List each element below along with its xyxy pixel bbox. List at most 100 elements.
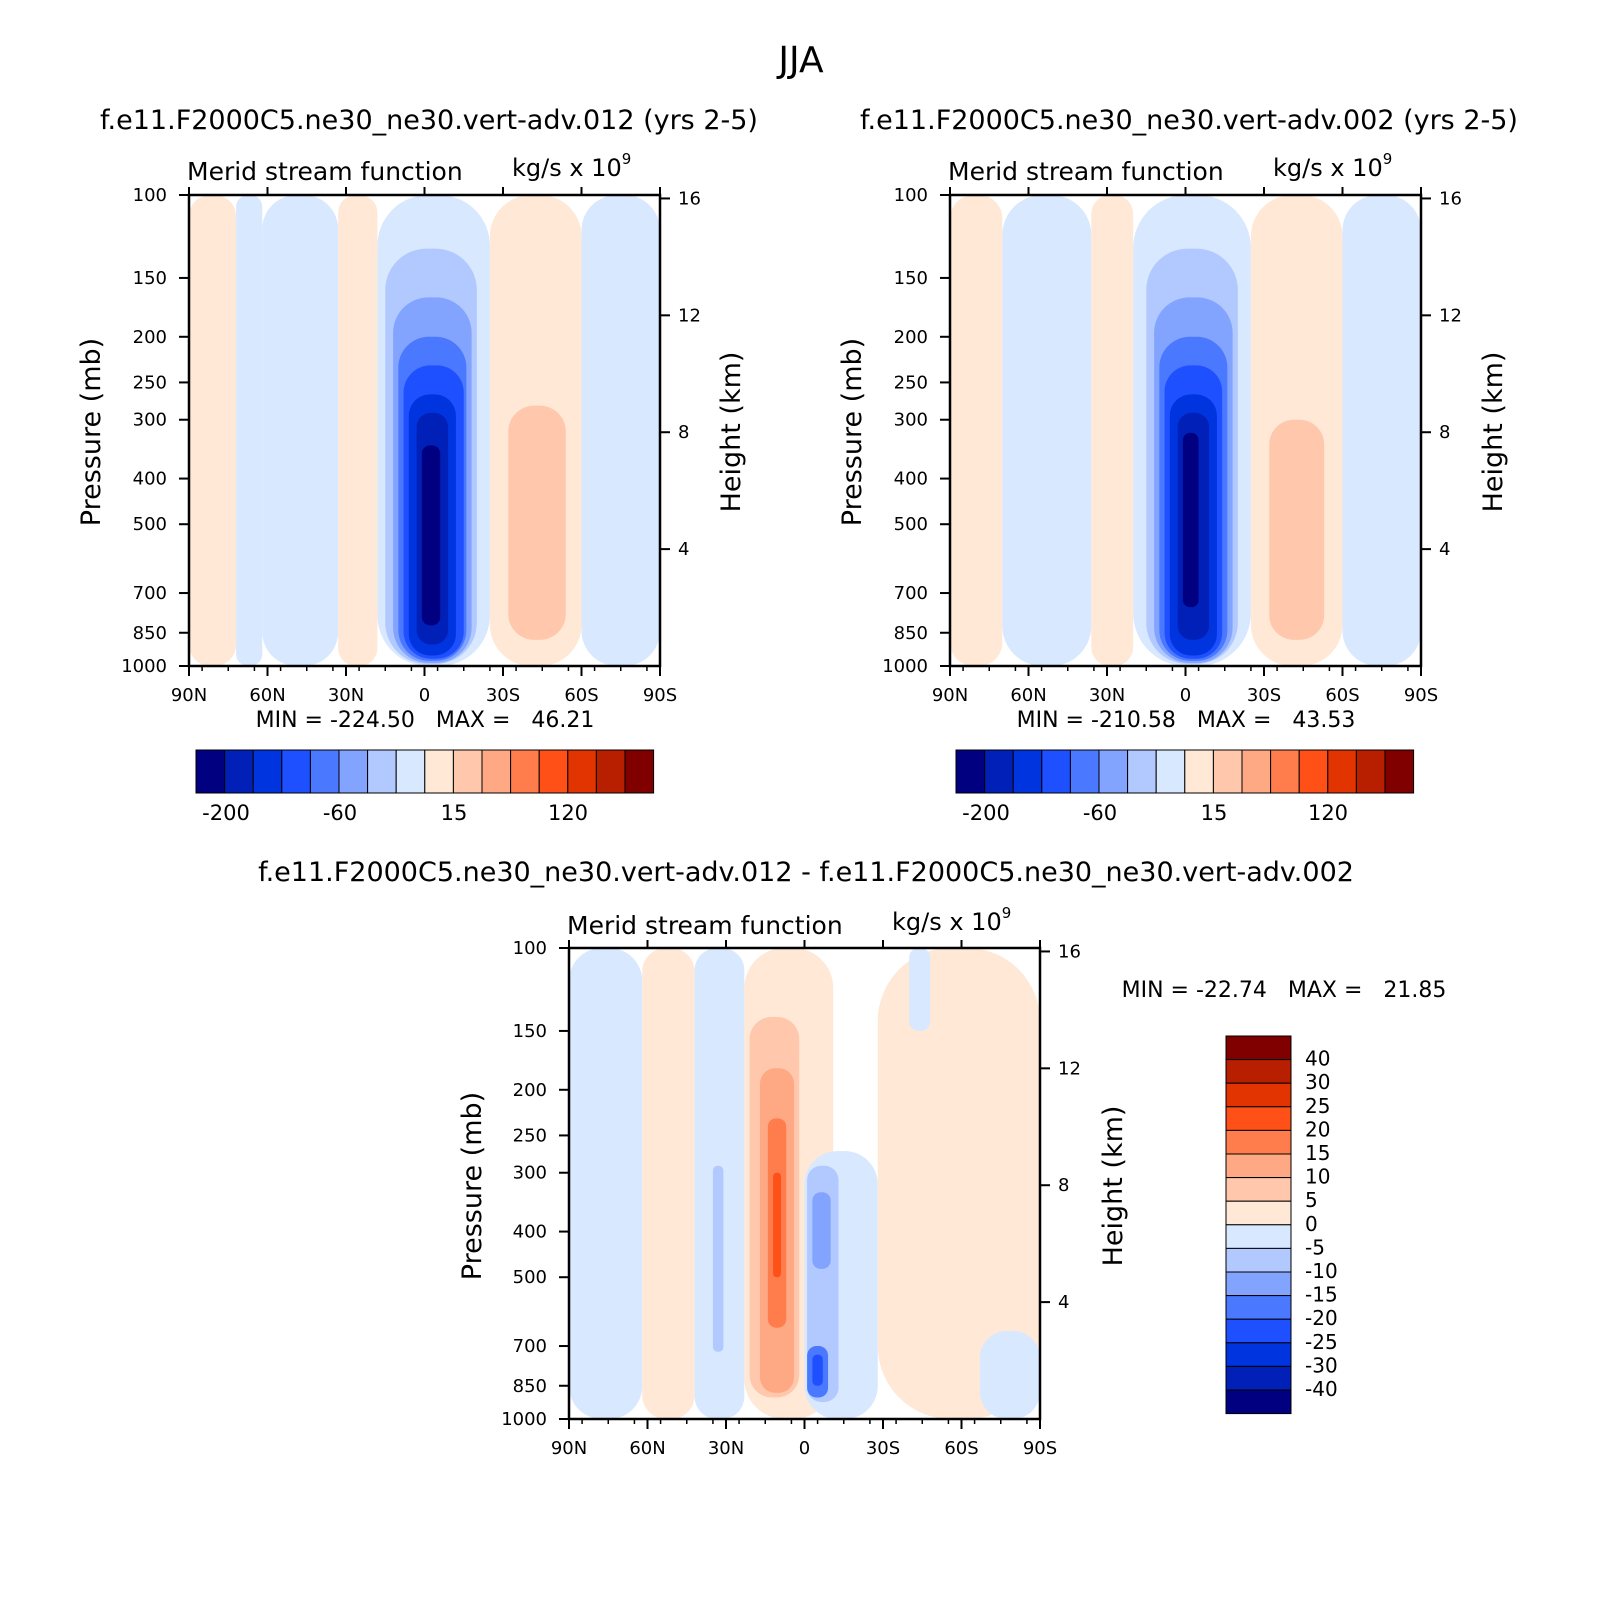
panel-diff-ytick-label: 500 bbox=[513, 1267, 547, 1288]
panel-diff-colorbar-swatch bbox=[1225, 1295, 1292, 1320]
panel-case012-minmax: MIN = -224.50 MAX = 46.21 bbox=[256, 708, 595, 733]
panel-diff-colorbar-label: 15 bbox=[1305, 1141, 1330, 1165]
panel-diff-colorbar-swatch bbox=[1225, 1035, 1292, 1061]
panel-case012-ytick-label: 200 bbox=[133, 327, 167, 348]
panel-case002-colorbar-swatch bbox=[1127, 749, 1157, 794]
panel-diff-minmax: MIN = -22.74 MAX = 21.85 bbox=[1122, 978, 1447, 1003]
panel-case002-xtick-label: 90S bbox=[1404, 685, 1438, 706]
panel-case012-colorbar-swatch bbox=[252, 749, 283, 794]
panel-case012-variable-label: Merid stream function bbox=[187, 157, 463, 186]
panel-case002-ytick-label: 100 bbox=[894, 185, 928, 206]
panel-case012-xtick-label: 90S bbox=[643, 685, 677, 706]
panel-case002-ylabel: Pressure (mb) bbox=[837, 338, 868, 526]
panel-case012-ytick-label: 700 bbox=[133, 583, 167, 604]
panel-diff-colorbar-label: -40 bbox=[1305, 1377, 1338, 1401]
panel-case002-y2tick-label: 8 bbox=[1439, 422, 1450, 443]
panel-diff-contour-region-1 bbox=[569, 948, 643, 1419]
panel-diff-ytick-label: 1000 bbox=[501, 1409, 547, 1430]
panel-case012-colorbar-swatch bbox=[567, 749, 597, 794]
panel-case012-colorbar bbox=[195, 749, 655, 794]
panel-diff-colorbar-label: 0 bbox=[1305, 1212, 1318, 1236]
panel-diff-xtick-label: 90S bbox=[1023, 1438, 1057, 1459]
panel-case012-colorbar-swatch bbox=[281, 749, 311, 794]
panel-case002-colorbar-swatch bbox=[1298, 749, 1329, 794]
panel-case002-y2label: Height (km) bbox=[1478, 352, 1509, 513]
panel-case012-contour-region-6 bbox=[346, 419, 357, 645]
panel-diff-colorbar-swatch bbox=[1225, 1224, 1292, 1249]
panel-diff-colorbar-swatch bbox=[1225, 1177, 1292, 1202]
panel-case002-contour-region-16 bbox=[1269, 419, 1325, 640]
panel-case012-colorbar-swatch bbox=[309, 749, 340, 794]
panel-diff-colorbar-label: 40 bbox=[1305, 1047, 1330, 1071]
panel-diff-ytick-label: 300 bbox=[513, 1163, 547, 1184]
panel-case002-y2tick-label: 16 bbox=[1439, 188, 1462, 209]
panel-case002-contour-region-1 bbox=[950, 195, 1003, 666]
panel-case002-y2tick-label: 12 bbox=[1439, 305, 1462, 326]
panel-diff-ytick-label: 100 bbox=[513, 938, 547, 959]
panel-diff-ytick-label: 700 bbox=[513, 1336, 547, 1357]
panel-case002-variable-label: Merid stream function bbox=[948, 157, 1224, 186]
panel-case002-colorbar-swatch bbox=[1241, 749, 1272, 794]
panel-case012-plot-area: 90N 60N 30N 0 30S 60S 90S 100 150 200 250 300 400 500… bbox=[121, 185, 701, 706]
panel-case012-colorbar-label-1: -200 bbox=[202, 801, 250, 825]
panel-case012-contour-region-1 bbox=[189, 195, 237, 666]
panel-diff-colorbar-swatch bbox=[1225, 1059, 1292, 1084]
panel-case002-minmax: MIN = -210.58 MAX = 43.53 bbox=[1017, 708, 1356, 733]
panel-case012-colorbar-label-2: -60 bbox=[323, 801, 357, 825]
panel-case012-contour-region-3 bbox=[262, 195, 339, 666]
panel-diff-xtick-label: 60N bbox=[629, 1438, 665, 1459]
panel-diff-xtick-label: 90N bbox=[551, 1438, 587, 1459]
panel-case002-xtick-label: 30S bbox=[1247, 685, 1281, 706]
figure-title: JJA bbox=[776, 40, 824, 81]
panel-case012-ytick-label: 100 bbox=[133, 185, 167, 206]
panel-case012-y2tick-label: 8 bbox=[678, 422, 689, 443]
panel-case002-ytick-label: 150 bbox=[894, 268, 928, 289]
panel-case002-ytick-label: 500 bbox=[894, 514, 928, 535]
panel-case012-xtick-label: 90N bbox=[171, 685, 207, 706]
panel-case012-colorbar-swatch bbox=[224, 749, 254, 794]
panel-diff-contour-region-2 bbox=[642, 948, 695, 1419]
panel-case002-colorbar-swatch bbox=[984, 749, 1014, 794]
panel-case002-colorbar-swatch bbox=[1184, 749, 1214, 794]
panel-case002-ytick-label: 850 bbox=[894, 623, 928, 644]
panel-diff-xtick-label: 30S bbox=[866, 1438, 900, 1459]
panel-diff-contour-region-15 bbox=[877, 948, 1040, 1419]
panel-diff-contour-region-4 bbox=[712, 1165, 724, 1352]
panel-case002-ytick-label: 300 bbox=[894, 410, 928, 431]
panel-diff-variable-label: Merid stream function bbox=[567, 911, 843, 940]
panel-case012-colorbar-swatch bbox=[395, 749, 426, 794]
panel-case012-ytick-label: 250 bbox=[133, 372, 167, 393]
panel-case002-xtick-label: 60S bbox=[1325, 685, 1359, 706]
panel-case012-xtick-label: 60N bbox=[249, 685, 285, 706]
panel-diff-colorbar-swatch bbox=[1225, 1153, 1292, 1179]
panel-diff-colorbar-swatch bbox=[1225, 1129, 1292, 1155]
panel-diff-ylabel: Pressure (mb) bbox=[457, 1092, 488, 1280]
panel-case012-colorbar-swatch bbox=[452, 749, 483, 794]
panel-case002-colorbar-swatch bbox=[1355, 749, 1386, 794]
panel-case012-xtick-label: 30N bbox=[328, 685, 364, 706]
panel-case002-ytick-label: 250 bbox=[894, 372, 928, 393]
panel-case012-colorbar-swatch bbox=[538, 749, 569, 794]
panel-case012-colorbar-swatch bbox=[367, 749, 397, 794]
panel-diff-contour-region-9 bbox=[773, 1172, 781, 1278]
panel-case012-y2tick-label: 16 bbox=[678, 188, 701, 209]
panel-case002-case-title: f.e11.F2000C5.ne30_ne30.vert-adv.002 (yr… bbox=[860, 105, 1518, 136]
panel-diff-xtick-label: 0 bbox=[799, 1438, 810, 1459]
panel-diff-colorbar-label: 5 bbox=[1305, 1188, 1318, 1212]
panel-diff-colorbar-swatch bbox=[1225, 1247, 1292, 1273]
panel-case002-contour-region-2 bbox=[1002, 195, 1092, 666]
panel-case012-contour-region-14 bbox=[421, 445, 441, 626]
panel-case012-contour-region-19 bbox=[602, 554, 613, 594]
panel-case012: f.e11.F2000C5.ne30_ne30.vert-adv.012 (yr… bbox=[76, 105, 758, 825]
panel-diff-plot-area: 90N 60N 30N 0 30S 60S 90S 100 150 200 250 300 400 500… bbox=[501, 938, 1081, 1459]
panel-diff-xtick-label: 60S bbox=[944, 1438, 978, 1459]
panel-case012-contour-region-4 bbox=[338, 195, 378, 666]
panel-case012-xtick-label: 30S bbox=[486, 685, 520, 706]
panel-case002-colorbar-label-1: -200 bbox=[962, 801, 1010, 825]
panel-diff-colorbar-swatch bbox=[1225, 1106, 1292, 1131]
panel-diff-colorbar-label: -10 bbox=[1305, 1259, 1338, 1283]
panel-case012-ytick-label: 500 bbox=[133, 514, 167, 535]
panel-diff-colorbar-swatch bbox=[1225, 1365, 1292, 1391]
panel-case012-xtick-label: 60S bbox=[564, 685, 598, 706]
